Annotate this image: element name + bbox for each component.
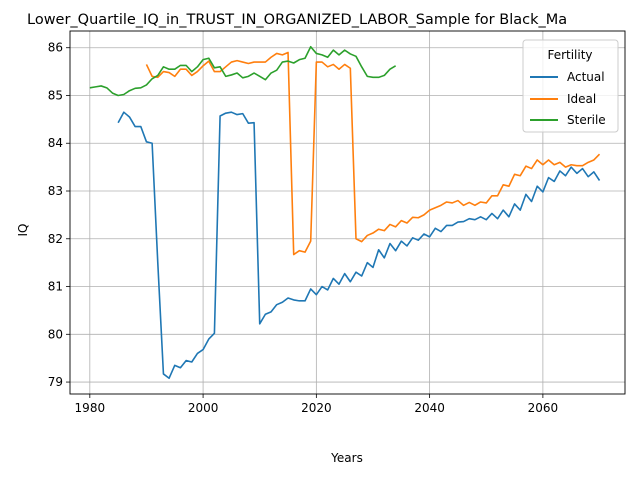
- y-tick-label: 81: [48, 280, 63, 294]
- x-tick-label: 2020: [301, 401, 332, 415]
- legend-label-ideal: Ideal: [567, 92, 596, 106]
- legend: Fertility Actual Ideal Sterile: [522, 39, 619, 133]
- legend-title: Fertility: [547, 48, 592, 62]
- series-line-actual: [117, 111, 601, 380]
- series-lines: [89, 45, 601, 380]
- y-tick-label: 83: [48, 184, 63, 198]
- y-axis-label: IQ: [16, 224, 30, 237]
- legend-box: [522, 39, 619, 133]
- x-axis-label: Years: [330, 451, 363, 465]
- y-axis-ticks: 79 80 81 82 83 84 85 86: [48, 41, 70, 389]
- x-tick-label: 2000: [188, 401, 219, 415]
- x-tick-label: 2060: [528, 401, 559, 415]
- x-axis-ticks: 1980 2000 2020 2040 2060: [75, 394, 559, 415]
- y-tick-label: 84: [48, 136, 63, 150]
- gridlines: [70, 31, 625, 394]
- legend-label-sterile: Sterile: [567, 113, 606, 127]
- chart-title: Lower_Quartile_IQ_in_TRUST_IN_ORGANIZED_…: [27, 12, 567, 28]
- x-tick-label: 1980: [75, 401, 106, 415]
- legend-label-actual: Actual: [567, 70, 605, 84]
- x-tick-label: 2040: [414, 401, 445, 415]
- y-tick-label: 80: [48, 327, 63, 341]
- y-tick-label: 79: [48, 375, 63, 389]
- plot-area-frame: [69, 30, 626, 395]
- y-tick-label: 82: [48, 232, 63, 246]
- series-line-sterile: [89, 45, 397, 97]
- y-tick-label: 85: [48, 88, 63, 102]
- y-tick-label: 86: [48, 41, 63, 55]
